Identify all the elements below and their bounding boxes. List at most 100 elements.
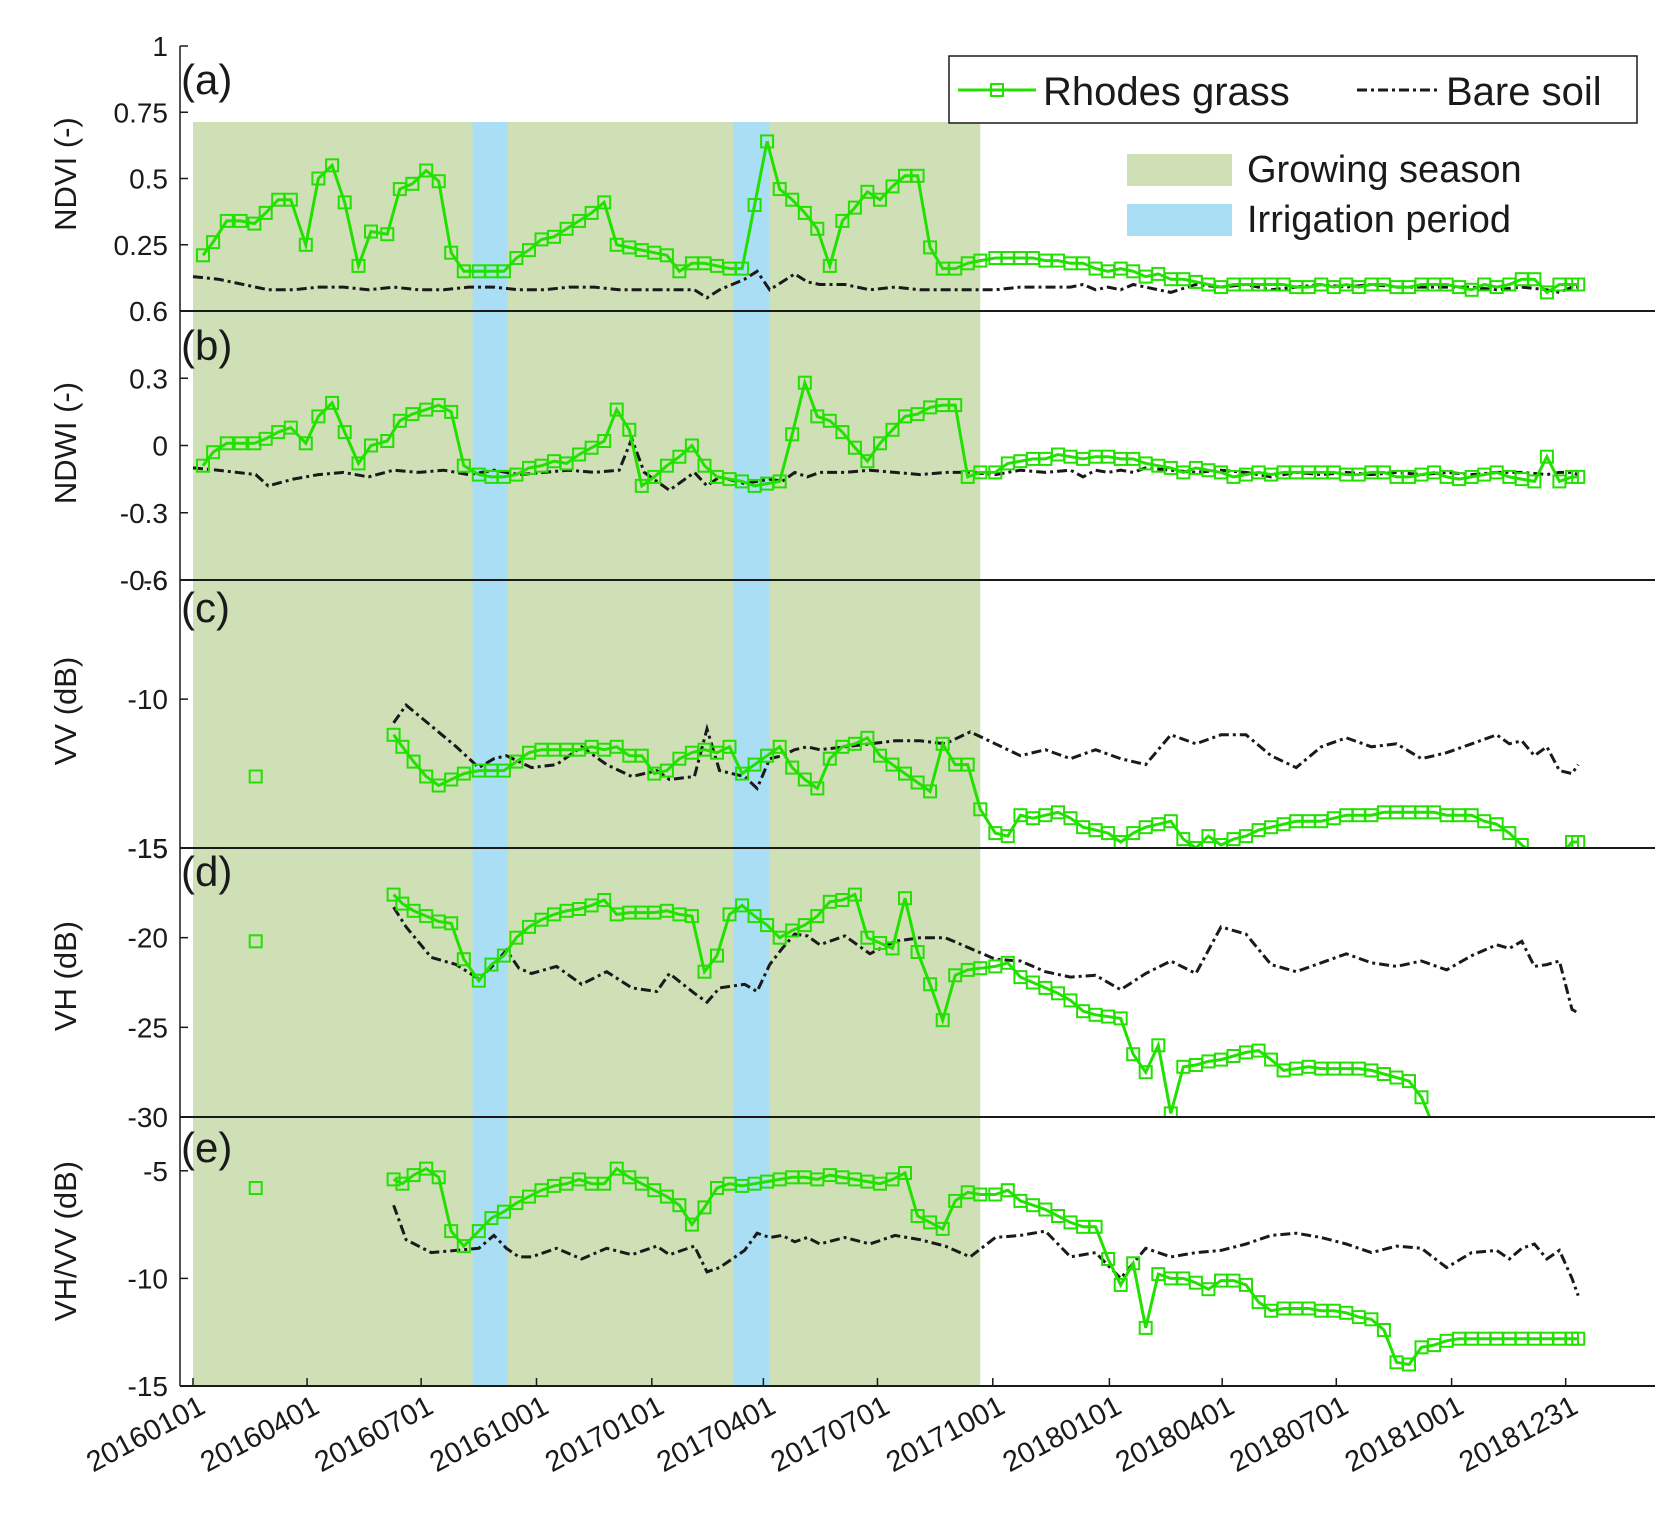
panel-c-ytick-label: -15 [128,833,168,864]
panel-d-rhodes-marker [522,919,536,934]
panel-d-rhodes-marker [1414,1090,1429,1105]
panel-e-rhodes-marker [973,1187,988,1202]
panel-d-rhodes-marker [1566,1129,1578,1141]
panel-a-rhodes-marker [196,248,210,263]
panel-e-rhodes-marker [597,1176,612,1191]
panel-e-rhodes-marker [1376,1323,1391,1337]
panel-c-rhodes-marker [935,736,950,751]
panel-e-rhodes-marker [684,1217,699,1232]
xtick-label: 20180401 [1111,1390,1240,1479]
panel-d-series [248,887,1579,1141]
panel-e-rhodes-marker [1126,1256,1141,1271]
panel-d-rhodes-marker [1541,1129,1553,1141]
panel-e-rhodes-marker [1201,1282,1216,1297]
panel-d-rhodes-marker [1428,1122,1440,1134]
panel-b-rhodes-marker [219,436,234,451]
panel-d-rhodes-marker [496,948,511,963]
panel-label-d: (d) [181,848,232,895]
panel-b-rhodes-marker [233,436,248,451]
panel-a-rhodes-marker [597,195,612,210]
panel-d-rhodes-marker [923,977,938,992]
panel-label-a: (a) [181,56,232,103]
xtick-label: 20180701 [1225,1390,1354,1479]
panel-d-rhodes-marker [1441,1129,1453,1141]
panel-c-rhodes-marker [509,754,524,769]
panel-d-rhodes-marker [1051,986,1065,1001]
panel-a-rhodes-marker [405,176,420,191]
panel-a-rhodes-marker [311,171,326,186]
panel-b-rhodes-marker [873,436,887,451]
panel-e-rhodes-marker [659,1189,674,1204]
legend: Rhodes grass Bare soil Growing season Ir… [948,55,1638,241]
panel-a-rhodes-marker [258,205,273,220]
panel-b-rhodes-marker [835,425,850,440]
panel-d-rhodes-marker [760,918,775,933]
panel-a-rhodes-marker [247,216,262,231]
panel-b-rhodes-marker [609,402,624,417]
panel-c-rhodes-marker [456,766,471,781]
panel-d-rhodes-marker [810,909,825,924]
xtick-label: 20181231 [1454,1390,1583,1479]
panel-c-rhodes-marker [760,748,775,763]
ylabel-ndvi: NDVI (-) [48,117,83,231]
panel-c-rhodes-marker [735,766,750,781]
panel-a-rhodes-marker [233,213,248,228]
panel-a-rhodes-marker [1527,272,1542,287]
panel-b-rhodes-marker [283,420,298,435]
panel-d-rhodes-marker [456,952,471,967]
panel-e-rhodes-marker [609,1161,624,1176]
panel-a-rhodes-marker [522,243,536,258]
panel-c-rhodes-marker [1489,817,1504,832]
panel-b-ytick-label: 0.6 [129,296,168,327]
panel-a-ytick-label: 0.5 [129,164,168,195]
panel-a-rhodes-marker [206,235,221,250]
xtick-label: 20160701 [309,1390,438,1479]
panel-e-rhodes-marker [471,1224,486,1239]
panel-b-rhodes-marker [697,458,712,473]
legend-irrigation-label: Irrigation period [1247,199,1511,241]
panel-b-rhodes-marker [351,456,366,471]
panel-d-rhodes-marker [747,909,762,924]
legend-irrigation-swatch [1127,204,1232,236]
panel-d-bare-line [392,906,1579,1015]
panel-e-rhodes-marker [496,1204,511,1219]
panel-a-rhodes-marker [835,213,850,228]
panel-b-rhodes-marker [659,458,674,473]
panel-b-ytick-label: 0 [152,431,168,462]
legend-growing-label: Growing season [1247,149,1522,191]
panel-c-bare-line [392,702,1580,791]
panel-a-rhodes-marker [219,213,234,228]
panel-c-rhodes-marker [395,739,410,754]
panel-d-rhodes-marker [935,1013,950,1028]
panel-b-rhodes-marker [885,422,900,437]
xtick-label: 20161001 [425,1390,554,1479]
panel-c-ytick-label: -10 [128,684,168,715]
panel-b-rhodes-marker [196,458,210,473]
panel-c-rhodes-marker [248,769,263,784]
panel-c-rhodes-marker [1188,841,1203,848]
panel-b-rhodes-marker [622,422,637,437]
panel-a-rhodes-marker [380,227,395,242]
panel-c-rhodes-marker [659,763,674,778]
panel-c-rhodes-marker [419,769,434,784]
panel-d-rhodes-marker [1264,1052,1279,1067]
panel-b-ytick-label: -0.6 [120,565,168,596]
panel-c-rhodes-marker [1514,838,1529,848]
panel-a-rhodes-marker [923,240,938,255]
panel-d-rhodes-marker [471,973,486,988]
panel-d-ytick-label: -20 [128,923,168,954]
panel-d-rhodes-marker [1151,1038,1166,1053]
season-shading [193,122,981,1386]
panel-e-ytick-label: -5 [143,1156,168,1187]
panel-a-ytick-label: 1 [152,31,168,62]
panel-b-rhodes-marker [298,436,313,451]
panel-c-rhodes-marker [822,751,837,766]
panel-b-rhodes-marker [772,474,787,489]
panel-d-rhodes-marker [248,934,263,949]
panel-b-rhodes-marker [647,469,662,484]
panel-d-rhodes-marker [797,918,812,933]
panel-b-rhodes-marker [973,465,988,480]
panel-e-rhodes-marker [948,1193,963,1208]
panel-a-rhodes-marker [672,264,687,279]
panel-d-rhodes-marker [1113,1011,1128,1026]
